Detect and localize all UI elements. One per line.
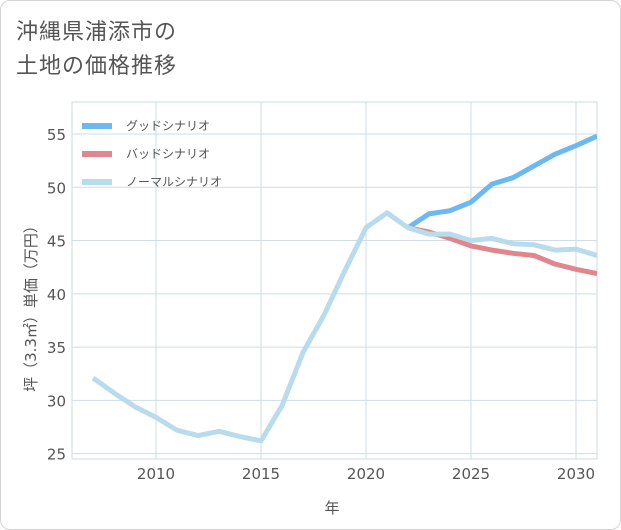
tick-labels: 25 30 35 40 45 50 55 2010 2015 2020 2025 2030 [47, 126, 595, 483]
y-tick-label: 45 [47, 233, 66, 251]
series-line-1 [406, 133, 597, 230]
x-tick-label: 2025 [452, 465, 490, 483]
plot-area [71, 101, 598, 460]
chart-title: 沖縄県浦添市の 土地の価格推移 [16, 16, 316, 84]
y-tick-label: 35 [47, 339, 66, 357]
y-tick-label: 55 [47, 126, 66, 144]
y-axis-label: 坪（3.3㎡）単価（万円） [22, 218, 40, 392]
x-tick-label: 2015 [242, 465, 280, 483]
x-tick-label: 2020 [347, 465, 385, 483]
legend-label: ノーマルシナリオ [126, 175, 222, 189]
legend-label: バッドシナリオ [126, 147, 210, 161]
x-axis-label: 年 [324, 499, 339, 517]
title-line-2: 土地の価格推移 [16, 54, 178, 79]
legend-label: グッドシナリオ [126, 119, 210, 133]
y-tick-label: 40 [47, 286, 66, 304]
series-layer [91, 133, 597, 444]
x-tick-label: 2010 [137, 465, 175, 483]
y-tick-label: 50 [47, 179, 66, 197]
y-tick-label: 30 [47, 392, 66, 410]
title-line-1: 沖縄県浦添市の [16, 20, 178, 45]
x-tick-label: 2030 [557, 465, 595, 483]
series-line-3 [91, 210, 597, 444]
y-tick-label: 25 [47, 446, 66, 464]
